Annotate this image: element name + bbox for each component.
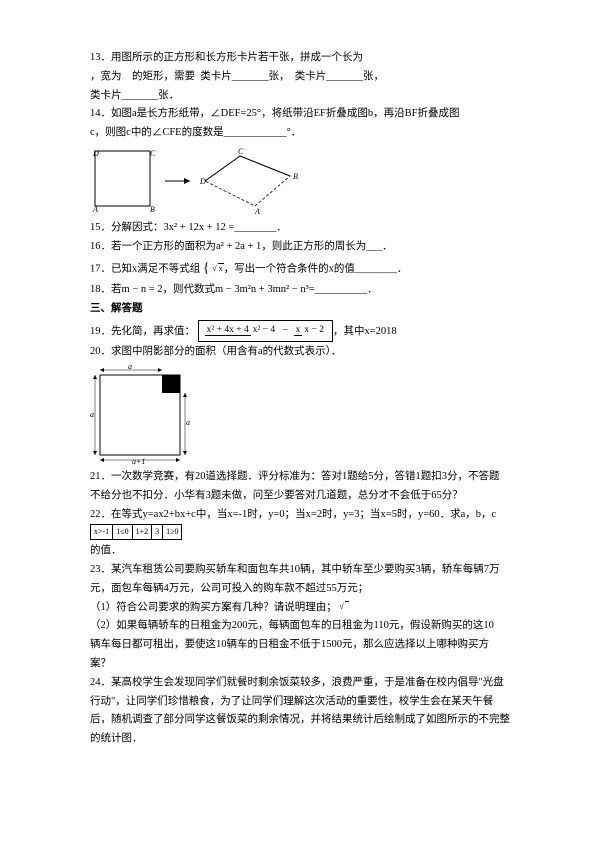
q17-ineq-img: √x xyxy=(212,263,223,276)
q21-num: 21． xyxy=(90,471,111,482)
q13-line1: 13．用图所示的正方形和长方形卡片若干张，拼成一个长为 xyxy=(90,50,523,67)
q21-line1: 21．一次数学竞赛，有20道选择题．评分标准为：答对1题给5分，答错1题扣3分，… xyxy=(90,469,523,486)
q23-line5: 辆车每日都可租出，要使这10辆车的日租金不低于1500元，那么应选择以上哪种购买… xyxy=(90,637,523,654)
svg-text:D: D xyxy=(92,149,99,158)
q18-line: 18．若m − n = 2，则代数式m − 3m²n + 3mn² − n³=_… xyxy=(90,282,523,299)
svg-text:B: B xyxy=(293,172,298,181)
q24-num: 24． xyxy=(90,677,111,688)
q23-line1: 23．某汽车租赁公司要购买轿车和面包车共10辆，其中轿车至少要购买3辆，轿车每辆… xyxy=(90,562,523,579)
q19-line: 19．先化简，再求值： x² + 4x + 4x² − 4 − xx − 2 ，… xyxy=(90,320,523,343)
q17-line: 17．已知x满足不等式组 { √x ，写出一个符合条件的x的值________． xyxy=(90,258,523,280)
q23-line6: 案？ xyxy=(90,656,523,673)
svg-text:a+1: a+1 xyxy=(132,457,145,465)
svg-text:A: A xyxy=(92,205,98,214)
q17-num: 17． xyxy=(90,263,111,274)
svg-text:C: C xyxy=(150,149,156,158)
q21-line2: 不给分也不扣分．小华有3题未做，问至少要答对几道题，总分才不会低于65分？ xyxy=(90,488,523,505)
svg-text:a: a xyxy=(90,410,94,419)
q13-line2: ，宽为 的矩形，需要 类卡片_______张， 类卡片_______张， xyxy=(90,69,523,86)
q14-line1: 14．如图a是长方形纸带，∠DEF=25°，将纸带沿EF折叠成图b，再沿BF折叠… xyxy=(90,106,523,123)
q16-expr: a² + 2a + 1 xyxy=(216,241,261,252)
q20-line: 20．求图中阴影部分的面积（用含有a的代数式表示）． xyxy=(90,344,523,361)
q18-num: 18． xyxy=(90,284,111,295)
q14-line2: c，则图c中的∠CFE的度数是____________°． xyxy=(90,125,523,142)
q13-line3: 类卡片_______张． xyxy=(90,88,523,105)
q14-figure: D C A B C D B A xyxy=(90,146,523,216)
q22-line1: 22．在等式y=ax2+bx+c中，当x=-1时，y=0；当x=2时，y=3；当… xyxy=(90,507,523,541)
q15-num: 15． xyxy=(90,222,111,233)
q24-line3: 后，随机调查了部分同学这餐饭菜的剩余情况，并将结果统计后绘制成了如图所示的不完整 xyxy=(90,712,523,729)
q15-line: 15．分解因式：3x² + 12x + 12 =________． xyxy=(90,220,523,237)
q22-num: 22． xyxy=(90,509,111,520)
svg-text:a: a xyxy=(186,418,190,427)
q16-line: 16．若一个正方形的面积为a² + 2a + 1，则此正方形的周长为___． xyxy=(90,239,523,256)
q16-num: 16． xyxy=(90,241,111,252)
q20-num: 20． xyxy=(90,346,111,357)
q23-line2: 元，面包车每辆4万元，公司可投入的购车款不超过55万元； xyxy=(90,581,523,598)
q13-num: 13． xyxy=(90,52,111,63)
svg-text:D: D xyxy=(199,177,206,186)
q19-num: 19． xyxy=(90,325,111,336)
q23-line4: （2）如果每辆轿车的日租金为200元，每辆面包车的日租金为110元，假设新购买的… xyxy=(90,618,523,635)
svg-text:B: B xyxy=(150,205,155,214)
q24-line2: 行动"，让同学们珍惜粮食，为了让同学们理解这次活动的重要性，校学生会在某天午餐 xyxy=(90,694,523,711)
q22-line2: 的值． xyxy=(90,543,523,560)
q23-line3: （1）符合公司要求的购买方案有几种？请说明理由； √ xyxy=(90,600,523,617)
q24-line1: 24．某高校学生会发现同学们就餐时剩余饭菜较多，浪费严重，于是准备在校内倡导"光… xyxy=(90,675,523,692)
section-three: 三、解答题 xyxy=(90,301,523,318)
svg-text:C: C xyxy=(238,147,244,156)
svg-text:A: A xyxy=(254,207,260,216)
q20-figure: a a a a+1 xyxy=(90,365,523,465)
svg-text:a: a xyxy=(128,365,132,371)
q14-num: 14． xyxy=(90,108,111,119)
q22-table: x>-1 1≤0 1+2 3 1≥0 xyxy=(90,524,182,541)
q24-line4: 的统计图． xyxy=(90,731,523,748)
q23-num: 23． xyxy=(90,564,111,575)
q19-expr-box: x² + 4x + 4x² − 4 − xx − 2 xyxy=(198,320,333,343)
q23-sqrt: √ xyxy=(339,601,348,614)
